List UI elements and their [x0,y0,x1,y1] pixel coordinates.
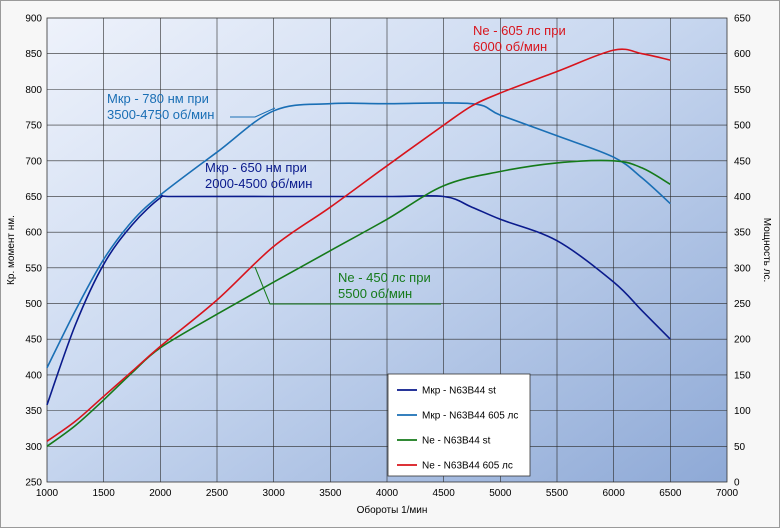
left-y-tick-label: 400 [25,370,42,381]
left-y-axis-title: Кр. момент нм. [6,215,17,285]
series-line-power-st [46,159,671,447]
x-tick-label: 2500 [206,488,229,499]
x-tick-label: 2000 [149,488,172,499]
left-y-tick-label: 350 [25,406,42,417]
annotation-power-st-line-2: 5500 об/мин [338,286,412,301]
left-y-tick-label: 250 [25,478,42,489]
annotation-torque-st-line-2: 2000-4500 об/мин [205,176,312,191]
x-tick-label: 3000 [263,488,286,499]
right-y-tick-label: 250 [734,299,751,310]
right-y-axis-title: Мощность лс. [761,218,772,283]
left-y-tick-label: 750 [25,121,42,132]
series-line-torque-st [46,194,671,406]
left-y-tick-label: 600 [25,228,42,239]
x-tick-label: 7000 [716,488,739,499]
annotation-torque-st-line-1: Мкр - 650 нм при [205,160,307,175]
x-axis-ticks: 1000 1500 2000 2500 3000 3500 4000 4500 5000 5500… [36,488,739,499]
legend-label-torque-605: Мкр - N63B44 605 лс [422,411,518,422]
right-y-tick-label: 550 [734,85,751,96]
right-y-tick-label: 100 [734,406,751,417]
x-tick-label: 6500 [659,488,682,499]
right-y-tick-label: 350 [734,228,751,239]
annotation-torque-605-line-1: Мкр - 780 нм при [107,91,209,106]
x-tick-label: 4500 [433,488,456,499]
x-tick-label: 4000 [376,488,399,499]
right-y-tick-label: 650 [734,14,751,25]
legend-label-power-605: Ne - N63B44 605 лс [422,461,513,472]
x-tick-label: 5000 [489,488,512,499]
annotation-power-605-line-1: Ne - 605 лс при [473,23,566,38]
annotation-power-605-line-2: 6000 об/мин [473,39,547,54]
annotation-leader-power-st [254,266,325,305]
left-y-tick-label: 650 [25,192,42,203]
x-tick-label: 6000 [603,488,626,499]
left-y-tick-label: 900 [25,14,42,25]
annotation-leader-torque-605 [230,107,276,118]
grid-lines [47,18,727,482]
right-y-tick-label: 200 [734,335,751,346]
left-y-axis-ticks: 250 300 350 400 450 500 550 600 650 700 750 800 850 9… [25,14,42,489]
right-y-tick-label: 600 [734,49,751,60]
left-y-tick-label: 850 [25,49,42,60]
legend-box [387,373,531,477]
right-y-tick-label: 150 [734,370,751,381]
legend-label-power-st: Ne - N63B44 st [422,436,491,447]
right-y-tick-label: 0 [734,478,740,489]
series-line-torque-605 [46,102,671,369]
right-y-axis-ticks: 0 50 100 150 200 250 300 350 400 450 500 550 600 650 [734,14,751,489]
annotation-power-st-line-1: Ne - 450 лс при [338,270,431,285]
left-y-tick-label: 550 [25,263,42,274]
x-tick-label: 3500 [319,488,342,499]
legend-label-torque-st: Мкр - N63B44 st [422,386,496,397]
series-line-power-605 [46,48,671,442]
annotation-torque-605-line-2: 3500-4750 об/мин [107,107,214,122]
x-tick-label: 1500 [93,488,116,499]
right-y-tick-label: 400 [734,192,751,203]
right-y-tick-label: 450 [734,156,751,167]
left-y-tick-label: 800 [25,85,42,96]
x-tick-label: 1000 [36,488,59,499]
x-tick-label: 5500 [546,488,569,499]
left-y-tick-label: 450 [25,335,42,346]
annotation-leaders [230,107,441,305]
left-y-tick-label: 700 [25,156,42,167]
legend: Мкр - N63B44 st Мкр - N63B44 605 лс Ne - N… [387,373,531,477]
left-y-tick-label: 300 [25,442,42,453]
right-y-tick-label: 500 [734,121,751,132]
left-y-tick-label: 500 [25,299,42,310]
x-axis-title: Обороты 1/мин [357,504,428,516]
right-y-tick-label: 50 [734,442,746,453]
series-lines [46,48,671,447]
right-y-tick-label: 300 [734,263,751,274]
